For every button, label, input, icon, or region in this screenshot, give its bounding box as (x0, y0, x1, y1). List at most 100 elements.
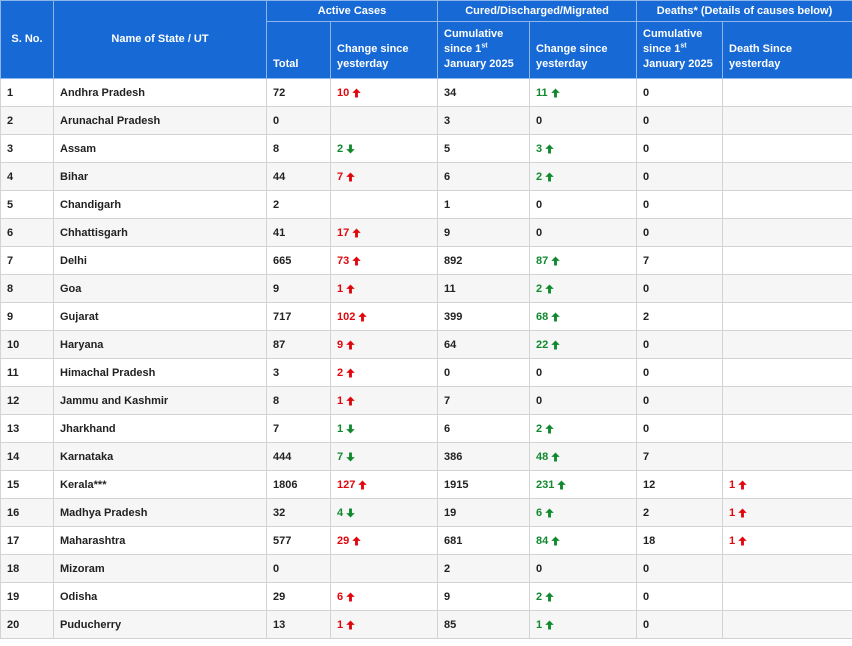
cell-cured-change: 0 (528, 386, 638, 415)
table-row: 1 Andhra Pradesh 72 10 34 11 0 (0, 78, 852, 107)
change-value: 0 (536, 367, 542, 379)
table-row: 13 Jharkhand 7 1 6 2 0 (0, 414, 852, 443)
cell-active-total: 3 (266, 358, 331, 387)
change-number: 73 (337, 254, 350, 267)
cell-active-change: 4 (330, 498, 438, 527)
change-value: 1 (729, 507, 747, 519)
change-number: 6 (536, 506, 543, 519)
cell-death-change: 1 (722, 498, 852, 527)
cell-death-change (722, 274, 852, 303)
change-value: 1 (337, 619, 355, 631)
arrow-up-icon (545, 424, 554, 433)
change-number: 1 (337, 618, 344, 631)
cell-active-change: 2 (330, 358, 438, 387)
arrow-up-icon (738, 480, 747, 489)
arrow-up-icon (346, 340, 355, 349)
cell-death-change: 1 (722, 470, 852, 499)
header-active-change: Change since yesterday (330, 21, 438, 79)
table-header: S. No. Name of State / UT Active Cases C… (0, 0, 852, 79)
cell-active-total: 8 (266, 386, 331, 415)
change-value: 68 (536, 311, 560, 323)
cell-deaths-cumulative: 2 (636, 498, 724, 527)
table-row: 19 Odisha 29 6 9 2 0 (0, 582, 852, 611)
cell-state-name: Delhi (53, 246, 267, 275)
table-row: 14 Karnataka 444 7 386 48 7 (0, 442, 852, 471)
cell-sno: 9 (0, 302, 54, 331)
cell-sno: 19 (0, 582, 54, 611)
header-cured: Cured/Discharged/Migrated (436, 0, 638, 22)
cell-cured-change: 2 (528, 274, 638, 303)
table-row: 11 Himachal Pradesh 3 2 0 0 0 (0, 358, 852, 387)
cell-cured-change: 0 (528, 190, 638, 219)
cell-cured-change: 1 (528, 610, 638, 639)
cell-deaths-cumulative: 0 (636, 582, 724, 611)
arrow-up-icon (352, 536, 361, 545)
cell-deaths-cumulative: 2 (636, 302, 724, 331)
header-active-cases: Active Cases (266, 0, 438, 22)
cell-state-name: Madhya Pradesh (53, 498, 267, 527)
cell-active-total: 8 (266, 134, 331, 163)
change-value: 0 (536, 395, 542, 407)
cell-cured-change: 0 (528, 218, 638, 247)
cell-active-total: 0 (266, 106, 331, 135)
change-number: 0 (536, 198, 543, 211)
change-value: 2 (536, 423, 554, 435)
cell-death-change (722, 106, 852, 135)
cell-cured-change: 0 (528, 358, 638, 387)
cell-death-change (722, 190, 852, 219)
change-value: 127 (337, 479, 368, 491)
cell-death-change (722, 134, 852, 163)
cell-cured-cumulative: 2 (437, 554, 530, 583)
change-value: 9 (337, 339, 355, 351)
cell-active-change: 7 (330, 442, 438, 471)
change-value: 7 (337, 451, 355, 463)
cell-active-total: 2 (266, 190, 331, 219)
cell-cured-cumulative: 399 (437, 302, 530, 331)
cell-cured-cumulative: 681 (437, 526, 530, 555)
table-row: 9 Gujarat 717 102 399 68 2 (0, 302, 852, 331)
cell-deaths-cumulative: 0 (636, 106, 724, 135)
cell-cured-change: 3 (528, 134, 638, 163)
cell-deaths-cumulative: 0 (636, 134, 724, 163)
header-state: Name of State / UT (53, 0, 267, 79)
change-number: 231 (536, 478, 555, 491)
arrow-down-icon (346, 508, 355, 517)
cell-active-change: 29 (330, 526, 438, 555)
cell-cured-change: 48 (528, 442, 638, 471)
cell-sno: 5 (0, 190, 54, 219)
cell-state-name: Andhra Pradesh (53, 78, 267, 107)
cell-state-name: Karnataka (53, 442, 267, 471)
change-number: 0 (536, 394, 543, 407)
cell-death-change (722, 554, 852, 583)
cell-deaths-cumulative: 0 (636, 554, 724, 583)
cell-death-change (722, 162, 852, 191)
cell-active-change: 2 (330, 134, 438, 163)
cell-sno: 13 (0, 414, 54, 443)
cell-deaths-cumulative: 18 (636, 526, 724, 555)
change-number: 2 (536, 422, 543, 435)
arrow-down-icon (346, 452, 355, 461)
table-row: 16 Madhya Pradesh 32 4 19 6 2 1 (0, 498, 852, 527)
cell-cured-cumulative: 11 (437, 274, 530, 303)
cell-cured-cumulative: 6 (437, 414, 530, 443)
change-value: 1 (536, 619, 554, 631)
cell-state-name: Puducherry (53, 610, 267, 639)
cell-sno: 1 (0, 78, 54, 107)
change-value: 102 (337, 311, 368, 323)
cell-cured-change: 87 (528, 246, 638, 275)
cell-cured-change: 2 (528, 582, 638, 611)
cell-sno: 20 (0, 610, 54, 639)
cell-state-name: Gujarat (53, 302, 267, 331)
arrow-up-icon (551, 312, 560, 321)
cell-state-name: Jammu and Kashmir (53, 386, 267, 415)
change-value: 0 (536, 199, 542, 211)
change-number: 2 (536, 282, 543, 295)
cell-state-name: Jharkhand (53, 414, 267, 443)
cell-death-change (722, 218, 852, 247)
change-number: 29 (337, 534, 350, 547)
cell-cured-change: 68 (528, 302, 638, 331)
change-number: 11 (536, 86, 548, 99)
cell-cured-cumulative: 892 (437, 246, 530, 275)
arrow-up-icon (551, 536, 560, 545)
